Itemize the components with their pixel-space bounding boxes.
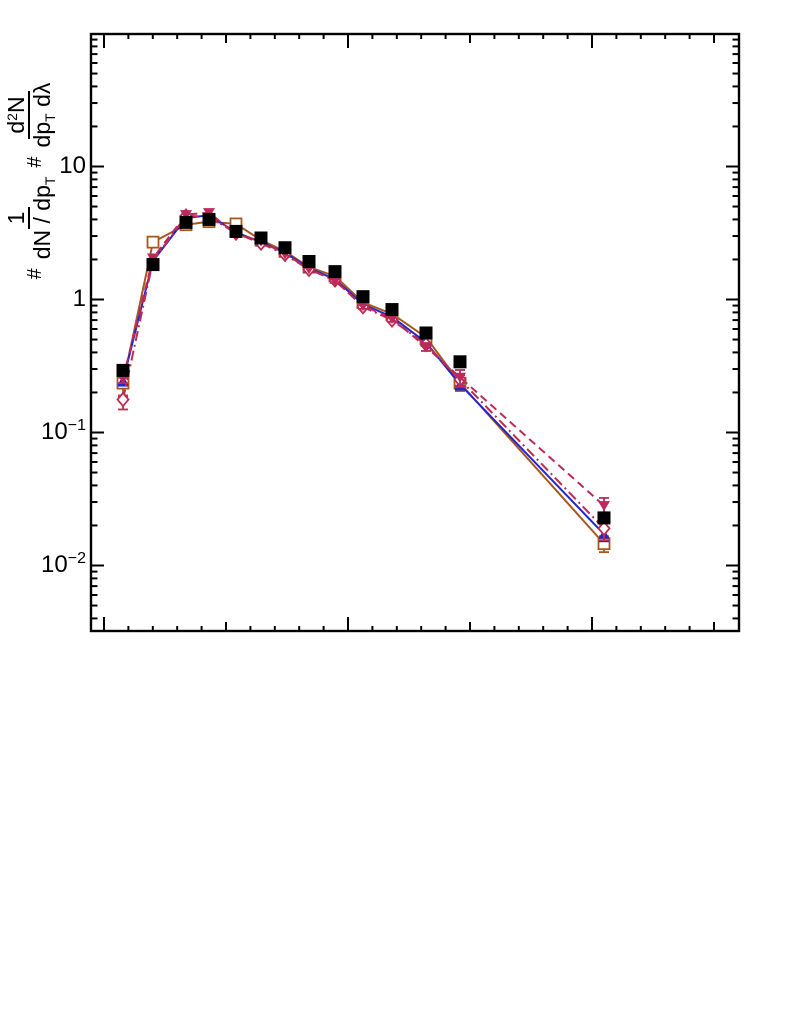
y-axis-ticks	[91, 38, 739, 620]
series-line	[122, 214, 605, 535]
marker-square-filled	[116, 363, 130, 377]
marker-square-filled	[278, 241, 292, 255]
marker-triangle-down	[329, 276, 341, 287]
marker-square-filled	[419, 326, 433, 340]
marker-square-filled	[146, 258, 160, 272]
marker-square-filled	[202, 212, 216, 226]
y-title-hash-1: #	[23, 268, 46, 280]
series-data-black-squares	[116, 212, 611, 525]
marker-square-filled	[385, 303, 399, 317]
y-tick-label-0p01: 10−2	[41, 550, 86, 578]
y-tick-label-1: 1	[72, 285, 86, 312]
marker-triangle-down	[454, 372, 466, 383]
y-tick-label-10: 10	[59, 152, 86, 179]
series-line	[122, 220, 605, 545]
x-axis-ticks	[103, 34, 715, 631]
marker-triangle-down	[180, 210, 192, 221]
series-mc-open-diamonds	[116, 208, 611, 542]
marker-square-filled	[229, 224, 243, 238]
series-line	[122, 211, 605, 507]
marker-square-filled	[453, 355, 467, 369]
marker-square-filled	[597, 511, 611, 525]
marker-open-diamond	[597, 520, 611, 537]
marker-square-filled	[328, 265, 342, 279]
marker-open-diamond	[116, 391, 130, 408]
marker-triangle-down	[357, 301, 369, 312]
plot-frame	[89, 32, 741, 633]
series-mc-blue-triangles	[117, 209, 610, 543]
y-tick-label-0p1: 10−1	[41, 417, 86, 445]
marker-triangle-down	[598, 501, 610, 512]
marker-square-filled	[302, 255, 316, 269]
marker-square-filled	[179, 215, 193, 229]
marker-square-filled	[356, 290, 370, 304]
marker-triangle-down	[420, 342, 432, 353]
series-mc-open-squares	[116, 215, 611, 554]
marker-open-square	[146, 235, 160, 249]
y-title-fraction-2: d2N dpT dλ	[2, 82, 58, 148]
series-line	[122, 214, 605, 530]
marker-triangle-down	[386, 313, 398, 324]
marker-square-filled	[254, 231, 268, 245]
y-title-fraction-1: 1 dN / dpT	[2, 176, 58, 260]
